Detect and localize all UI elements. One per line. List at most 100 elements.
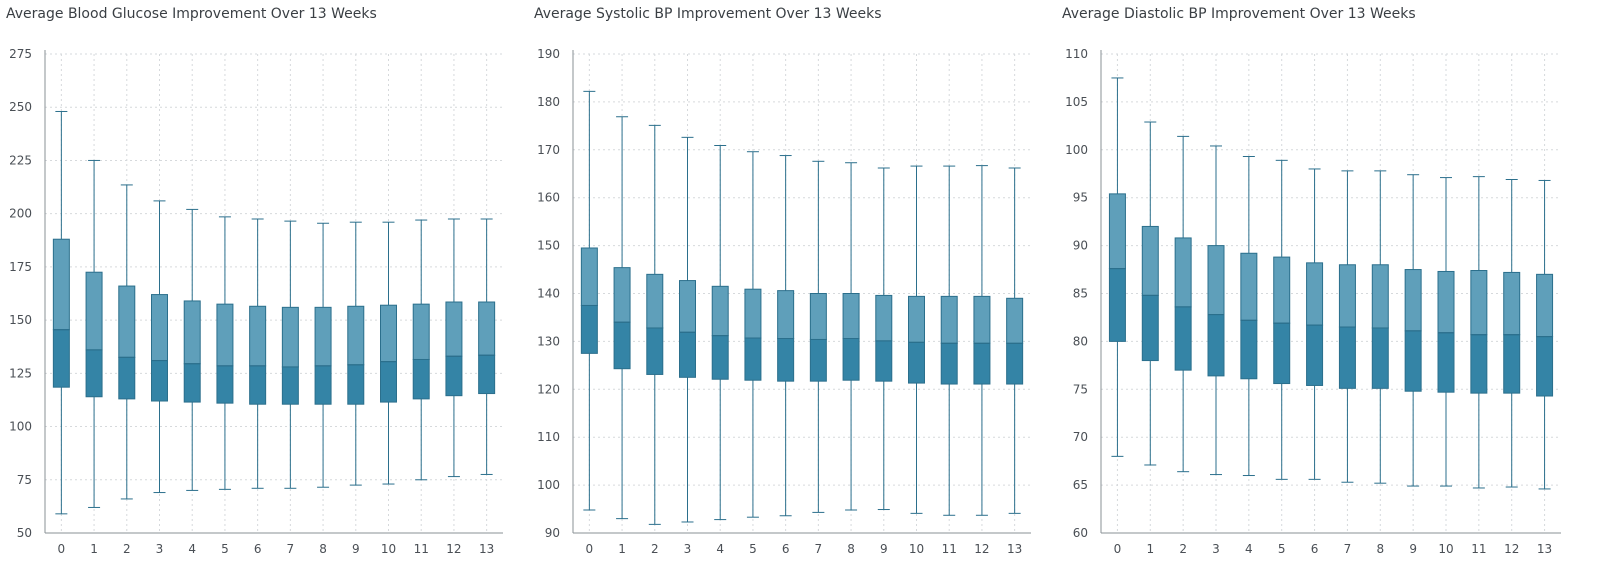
box-week-12 (1503, 178, 1521, 488)
x-tick-label: 3 (156, 542, 164, 556)
box-lower-half (1174, 306, 1192, 371)
box-week-13 (1536, 179, 1554, 490)
box-week-5 (216, 216, 234, 490)
box-lower-half (216, 365, 234, 404)
box-upper-half (1306, 262, 1324, 326)
box-lower-half (1006, 342, 1024, 385)
x-tick-label: 7 (815, 542, 823, 556)
y-tick-label: 90 (545, 526, 560, 540)
box-week-2 (646, 124, 664, 525)
box-lower-half (445, 355, 463, 397)
box-lower-half (412, 358, 430, 400)
x-tick-label: 10 (1438, 542, 1453, 556)
box-upper-half (347, 305, 365, 366)
box-lower-half (183, 363, 201, 403)
x-tick-label: 8 (1376, 542, 1384, 556)
x-tick-label: 8 (319, 542, 327, 556)
box-upper-half (1470, 270, 1488, 336)
box-upper-half (85, 271, 103, 351)
box-week-2 (118, 184, 136, 500)
box-week-12 (445, 218, 463, 478)
box-upper-half (249, 305, 267, 367)
box-week-2 (1174, 135, 1192, 473)
box-lower-half (973, 342, 991, 385)
box-week-4 (711, 144, 729, 521)
y-tick-label: 160 (537, 191, 560, 205)
x-tick-label: 10 (909, 542, 924, 556)
box-upper-half (973, 295, 991, 344)
box-lower-half (118, 356, 136, 400)
box-lower-half (744, 337, 762, 381)
x-tick-label: 10 (381, 542, 396, 556)
x-tick-label: 4 (1245, 542, 1253, 556)
box-lower-half (711, 335, 729, 380)
x-tick-label: 12 (1504, 542, 1519, 556)
x-tick-label: 2 (651, 542, 659, 556)
y-tick-label: 100 (9, 420, 32, 434)
box-week-7 (1338, 170, 1356, 483)
x-tick-label: 3 (1212, 542, 1220, 556)
box-upper-half (478, 301, 496, 356)
box-lower-half (478, 354, 496, 395)
y-tick-label: 110 (537, 430, 560, 444)
x-tick-label: 12 (446, 542, 461, 556)
box-lower-half (1141, 294, 1159, 362)
x-tick-label: 0 (586, 542, 594, 556)
box-lower-half (1404, 330, 1422, 392)
box-upper-half (1174, 237, 1192, 308)
box-week-6 (777, 155, 795, 517)
x-tick-label: 1 (618, 542, 626, 556)
x-tick-label: 6 (782, 542, 790, 556)
box-lower-half (249, 365, 267, 405)
y-tick-label: 85 (1073, 287, 1088, 301)
x-tick-label: 1 (1146, 542, 1154, 556)
y-tick-label: 75 (1073, 382, 1088, 396)
box-week-8 (1371, 170, 1389, 484)
box-lower-half (1470, 334, 1488, 394)
box-upper-half (380, 304, 397, 363)
box-upper-half (711, 285, 729, 337)
box-lower-half (347, 364, 365, 405)
box-upper-half (875, 294, 893, 342)
box-lower-half (679, 331, 696, 378)
box-lower-half (1207, 314, 1225, 377)
chart-title: Average Systolic BP Improvement Over 13 … (534, 6, 882, 22)
box-lower-half (52, 329, 70, 388)
box-upper-half (281, 306, 299, 368)
box-lower-half (1273, 322, 1291, 385)
box-lower-half (1437, 332, 1455, 393)
x-tick-label: 3 (684, 542, 692, 556)
box-upper-half (118, 285, 136, 358)
box-lower-half (940, 342, 958, 385)
box-week-6 (249, 218, 267, 489)
y-tick-label: 150 (537, 239, 560, 253)
x-tick-label: 7 (287, 542, 295, 556)
box-week-11 (412, 219, 430, 481)
box-week-11 (940, 165, 958, 516)
y-tick-label: 275 (9, 47, 32, 61)
y-tick-label: 190 (537, 47, 560, 61)
box-week-0 (580, 90, 598, 511)
box-lower-half (1306, 324, 1324, 386)
box-lower-half (908, 341, 925, 384)
box-week-13 (478, 218, 496, 475)
x-tick-label: 13 (1007, 542, 1022, 556)
y-tick-label: 225 (9, 153, 32, 167)
box-upper-half (1141, 225, 1159, 296)
y-tick-label: 95 (1073, 191, 1088, 205)
box-upper-half (1108, 193, 1126, 270)
y-tick-label: 170 (537, 143, 560, 157)
box-upper-half (183, 300, 201, 365)
box-week-9 (1404, 174, 1422, 487)
y-tick-label: 150 (9, 313, 32, 327)
chart-title: Average Blood Glucose Improvement Over 1… (6, 6, 377, 22)
y-tick-label: 250 (9, 100, 32, 114)
chart-panel-diastolic: Average Diastolic BP Improvement Over 13… (1056, 0, 1596, 576)
box-lower-half (580, 304, 598, 354)
x-tick-label: 13 (479, 542, 494, 556)
box-upper-half (1503, 271, 1521, 336)
x-tick-label: 0 (58, 542, 66, 556)
box-upper-half (1404, 269, 1422, 332)
box-lower-half (314, 365, 332, 405)
